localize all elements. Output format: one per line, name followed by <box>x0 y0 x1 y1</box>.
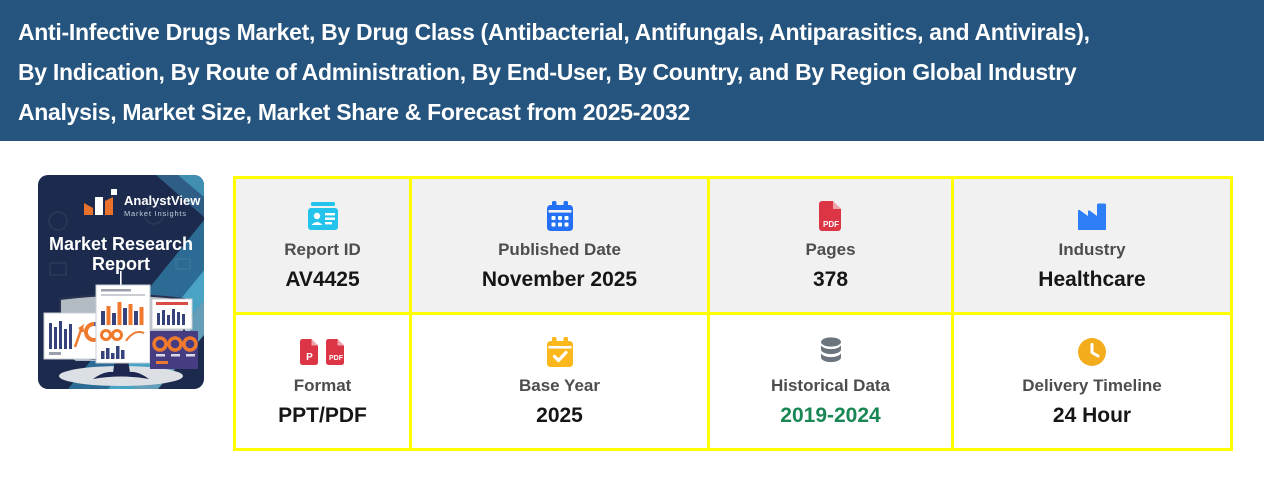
report-cover-illustration: AnalystView Market Insights Market Resea… <box>38 175 204 389</box>
database-icon <box>820 336 841 362</box>
industry-cell: Industry Healthcare <box>954 179 1230 312</box>
calendar-icon <box>546 200 573 231</box>
pages-value: 378 <box>812 267 849 291</box>
base-year-label: Base Year <box>519 375 600 395</box>
pages-label: Pages <box>805 239 856 259</box>
brand-name: AnalystView <box>124 193 201 208</box>
report-title-line-2: By Indication, By Route of Administratio… <box>18 59 1077 85</box>
report-cover-thumbnail: AnalystView Market Insights Market Resea… <box>38 175 204 389</box>
report-title-line-1: Anti-Infective Drugs Market, By Drug Cla… <box>18 19 1090 45</box>
cover-title-line-1: Market Research <box>49 234 193 254</box>
id-card-icon <box>307 201 338 230</box>
ppt-file-icon: P <box>299 338 318 365</box>
published-date-cell: Published Date November 2025 <box>412 179 707 312</box>
report-id-label: Report ID <box>284 239 361 259</box>
svg-text:PDF: PDF <box>329 355 344 362</box>
published-date-label: Published Date <box>498 239 621 259</box>
clock-icon <box>1078 337 1106 366</box>
industry-label: Industry <box>1058 239 1126 259</box>
svg-text:PDF: PDF <box>823 220 839 229</box>
format-cell: P PDF Format PPT/PDF <box>236 315 409 448</box>
svg-text:P: P <box>306 352 313 363</box>
format-value: PPT/PDF <box>278 403 367 427</box>
industry-icon <box>1078 203 1106 230</box>
base-year-cell: Base Year 2025 <box>412 315 707 448</box>
analystview-logo: AnalystView Market Insights <box>84 189 201 218</box>
report-id-cell: Report ID AV4425 <box>236 179 409 312</box>
pdf-file-icon: PDF <box>818 200 841 231</box>
published-date-value: November 2025 <box>481 267 638 291</box>
historical-data-value: 2019-2024 <box>780 403 881 427</box>
report-title-line-3: Analysis, Market Size, Market Share & Fo… <box>18 99 691 125</box>
format-label: Format <box>293 375 352 395</box>
base-year-value: 2025 <box>536 403 583 427</box>
historical-data-label: Historical Data <box>770 375 891 395</box>
industry-value: Healthcare <box>1038 267 1146 291</box>
calendar-check-icon <box>546 336 573 367</box>
pdf-file-small-icon: PDF <box>325 338 344 365</box>
report-info-grid: Report ID AV4425 Pub <box>233 176 1233 451</box>
historical-data-cell: Historical Data 2019-2024 <box>710 315 951 448</box>
delivery-timeline-label: Delivery Timeline <box>1022 375 1162 395</box>
brand-tagline: Market Insights <box>124 209 187 218</box>
report-id-value: AV4425 <box>285 267 360 291</box>
title-banner: Anti-Infective Drugs Market, By Drug Cla… <box>0 0 1264 141</box>
delivery-timeline-value: 24 Hour <box>1052 403 1132 427</box>
delivery-timeline-cell: Delivery Timeline 24 Hour <box>954 315 1230 448</box>
pages-cell: PDF Pages 378 <box>710 179 951 312</box>
cover-title-line-2: Report <box>92 254 150 274</box>
